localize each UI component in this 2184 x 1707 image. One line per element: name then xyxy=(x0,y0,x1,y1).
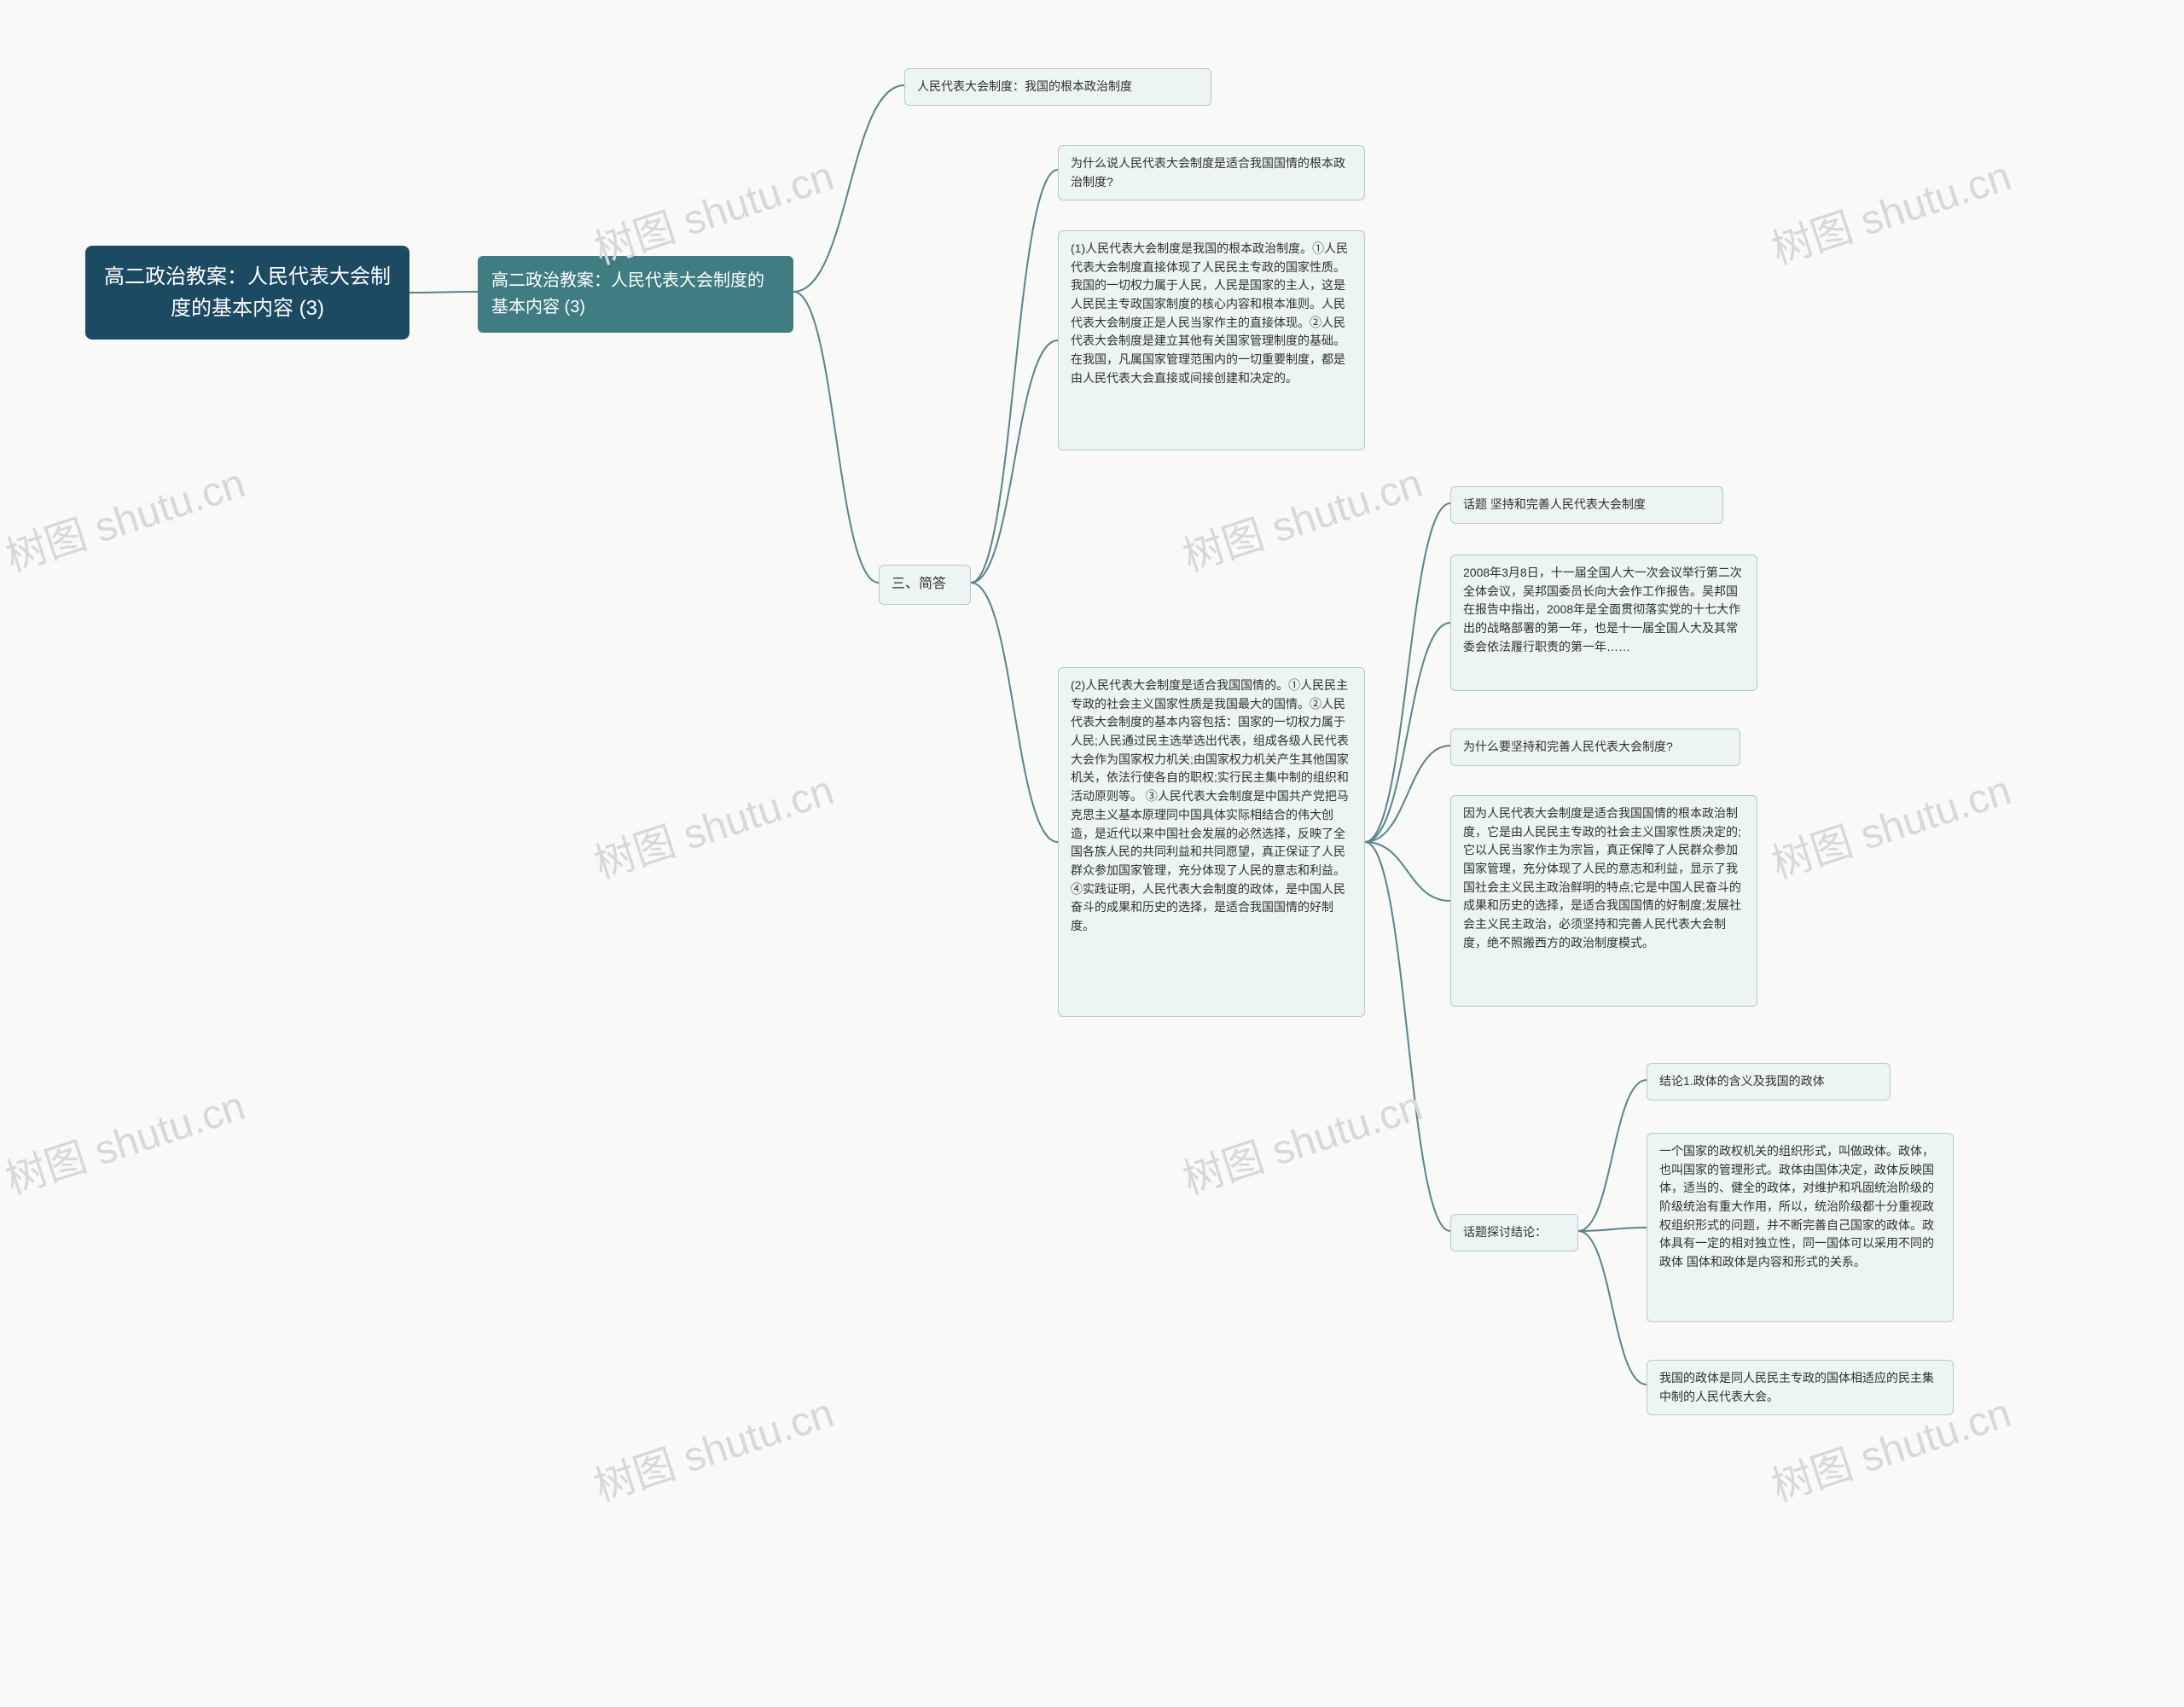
leaf-node-11: 话题探讨结论： xyxy=(1450,1214,1578,1251)
leaf-node-12: 结论1.政体的含义及我国的政体 xyxy=(1647,1063,1891,1100)
leaf-node-6: (2)人民代表大会制度是适合我国国情的。①人民民主专政的社会主义国家性质是我国最… xyxy=(1058,667,1365,1017)
watermark: 树图 shutu.cn xyxy=(1174,450,1428,583)
leaf-node-14: 我国的政体是同人民民主专政的国体相适应的民主集中制的人民代表大会。 xyxy=(1647,1360,1954,1415)
root-node: 高二政治教案：人民代表大会制度的基本内容 (3) xyxy=(85,246,410,340)
watermark: 树图 shutu.cn xyxy=(1174,1072,1428,1205)
leaf-node-8: 2008年3月8日，十一届全国人大一次会议举行第二次全体会议，吴邦国委员长向大会… xyxy=(1450,554,1757,691)
watermark: 树图 shutu.cn xyxy=(1763,142,2017,276)
section-node-jianda: 三、简答 xyxy=(879,565,971,605)
leaf-node-3: 人民代表大会制度：我国的根本政治制度 xyxy=(904,68,1211,106)
watermark: 树图 shutu.cn xyxy=(585,1379,839,1512)
branch-node-1: 高二政治教案：人民代表大会制度的基本内容 (3) xyxy=(478,256,793,333)
leaf-node-9: 为什么要坚持和完善人民代表大会制度? xyxy=(1450,729,1740,766)
leaf-node-13: 一个国家的政权机关的组织形式，叫做政体。政体，也叫国家的管理形式。政体由国体决定… xyxy=(1647,1133,1954,1322)
leaf-node-4: 为什么说人民代表大会制度是适合我国国情的根本政治制度? xyxy=(1058,145,1365,200)
leaf-node-10: 因为人民代表大会制度是适合我国国情的根本政治制度，它是由人民民主专政的社会主义国… xyxy=(1450,795,1757,1007)
watermark: 树图 shutu.cn xyxy=(1763,757,2017,890)
watermark: 树图 shutu.cn xyxy=(585,757,839,890)
watermark: 树图 shutu.cn xyxy=(0,1072,251,1205)
leaf-node-5: (1)人民代表大会制度是我国的根本政治制度。①人民代表大会制度直接体现了人民民主… xyxy=(1058,230,1365,450)
watermark: 树图 shutu.cn xyxy=(0,450,251,583)
leaf-node-7: 话题 坚持和完善人民代表大会制度 xyxy=(1450,486,1723,524)
